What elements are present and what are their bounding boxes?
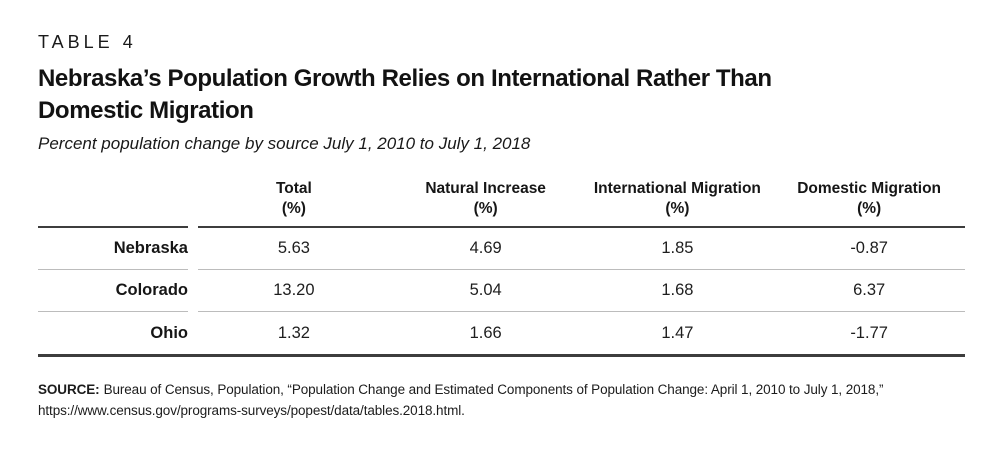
data-table: Total (%) Natural Increase (%) Internati… (38, 179, 965, 357)
table-number-label: TABLE 4 (38, 32, 137, 52)
column-header-total-label: Total (275, 180, 312, 197)
column-header-natural-increase-unit: (%) (473, 200, 498, 217)
cell-colorado-domestic-migration: 6.37 (853, 281, 886, 299)
column-header-natural-increase-label: Natural Increase (425, 180, 546, 197)
row-header-nebraska: Nebraska (38, 228, 188, 270)
row-header-colorado: Colorado (38, 270, 188, 312)
cell-ohio-natural-increase: 1.66 (469, 323, 502, 342)
row-cells-ohio: 1.32 1.66 1.47 -1.77 (198, 312, 965, 354)
column-header-domestic-migration-unit: (%) (857, 200, 882, 217)
source-note: SOURCE: Bureau of Census, Population, “Po… (38, 379, 965, 421)
figure-page: TABLE 4 Nebraska’s Population Growth Rel… (38, 32, 965, 421)
cell-ohio-international-migration: 1.47 (661, 323, 694, 342)
table-row-ohio: Ohio 1.32 1.66 1.47 -1.77 (38, 312, 965, 354)
cell-nebraska-domestic-migration: -0.87 (850, 239, 888, 257)
column-header-domestic-migration-label: Domestic Migration (797, 180, 942, 197)
column-header-international-migration: International Migration (%) (582, 179, 774, 226)
row-cells-nebraska: 5.63 4.69 1.85 -0.87 (198, 228, 965, 270)
table-row-colorado: Colorado 13.20 5.04 1.68 6.37 (38, 270, 965, 312)
row-header-spacer (38, 179, 188, 228)
figure-title-line2: Domestic Migration (38, 97, 254, 124)
source-text: Bureau of Census, Population, “Populatio… (38, 382, 884, 418)
column-header-natural-increase: Natural Increase (%) (390, 179, 582, 226)
column-header-total: Total (%) (198, 179, 390, 226)
figure-subtitle: Percent population change by source July… (38, 134, 531, 153)
figure-title: Nebraska’s Population Growth Relies on I… (38, 63, 965, 127)
table-bottom-rule (38, 354, 965, 357)
cell-colorado-total: 13.20 (273, 281, 315, 299)
cell-ohio-domestic-migration: -1.77 (850, 323, 888, 342)
column-header-total-unit: (%) (281, 200, 306, 217)
column-header-international-migration-unit: (%) (665, 200, 690, 217)
cell-nebraska-international-migration: 1.85 (661, 239, 694, 257)
header-cells: Total (%) Natural Increase (%) Internati… (198, 179, 965, 228)
cell-nebraska-natural-increase: 4.69 (469, 239, 502, 257)
table-header-row: Total (%) Natural Increase (%) Internati… (38, 179, 965, 228)
row-header-ohio: Ohio (150, 323, 188, 342)
figure-title-line1: Nebraska’s Population Growth Relies on I… (38, 65, 772, 92)
column-header-domestic-migration: Domestic Migration (%) (773, 179, 965, 226)
source-label: SOURCE: (38, 382, 100, 397)
cell-nebraska-total: 5.63 (277, 239, 310, 257)
row-cells-colorado: 13.20 5.04 1.68 6.37 (198, 270, 965, 312)
cell-colorado-international-migration: 1.68 (661, 281, 694, 299)
cell-colorado-natural-increase: 5.04 (469, 281, 502, 299)
cell-ohio-total: 1.32 (277, 323, 310, 342)
column-header-international-migration-label: International Migration (593, 180, 761, 197)
table-row-nebraska: Nebraska 5.63 4.69 1.85 -0.87 (38, 228, 965, 270)
